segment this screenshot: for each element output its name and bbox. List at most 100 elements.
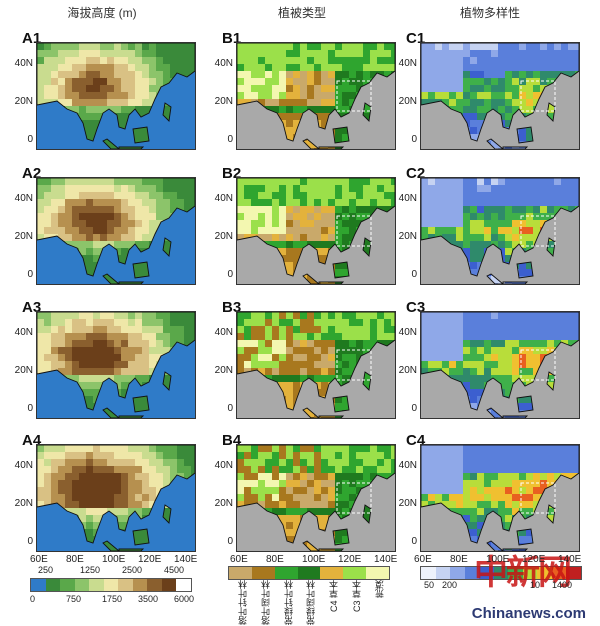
grid-cell <box>547 57 555 65</box>
grid-cell <box>456 220 464 228</box>
coastline <box>318 146 345 149</box>
grid-cell <box>51 354 59 362</box>
grid-cell <box>244 213 252 221</box>
grid-cell <box>491 501 499 509</box>
grid-cell <box>477 354 485 362</box>
grid-cell <box>121 113 129 121</box>
grid-cell <box>547 248 555 256</box>
grid-cell <box>321 148 329 149</box>
grid-cell <box>512 487 520 495</box>
grid-cell <box>428 354 436 362</box>
grid-cell <box>342 459 350 467</box>
grid-cell <box>286 389 294 397</box>
grid-cell <box>384 64 392 72</box>
grid-cell <box>470 262 478 270</box>
grid-cell <box>491 71 499 79</box>
grid-cell <box>86 106 94 114</box>
grid-cell <box>251 361 259 369</box>
grid-cell <box>307 199 315 207</box>
grid-cell <box>65 57 73 65</box>
grid-cell <box>526 227 534 235</box>
grid-cell <box>377 466 385 474</box>
grid-cell <box>279 248 287 256</box>
grid-cell <box>498 480 506 488</box>
grid-cell <box>107 326 115 334</box>
grid-cell <box>128 85 136 93</box>
grid-cell <box>377 192 385 200</box>
grid-cell <box>335 333 343 341</box>
grid-cell <box>421 43 429 51</box>
grid-cell <box>421 99 429 107</box>
grid-cell <box>114 199 122 207</box>
grid-cell <box>251 50 259 58</box>
grid-cell <box>128 148 136 149</box>
grid-cell <box>512 234 520 242</box>
grid-cell <box>519 501 527 509</box>
grid-cell <box>128 452 136 460</box>
grid-cell <box>58 213 66 221</box>
grid-cell <box>44 312 52 320</box>
grid-cell <box>456 227 464 235</box>
grid-cell <box>449 340 457 348</box>
grid-cell <box>293 459 301 467</box>
grid-cell <box>37 361 45 369</box>
grid-cell <box>79 192 87 200</box>
grid-cell <box>314 220 322 228</box>
grid-cell <box>335 262 343 270</box>
grid-cell <box>121 375 129 383</box>
grid-cell <box>526 262 534 270</box>
grid-cell <box>349 227 357 235</box>
grid-cell <box>526 312 534 320</box>
grid-cell <box>163 64 171 72</box>
grid-cell <box>470 319 478 327</box>
grid-cell <box>377 312 385 320</box>
grid-cell <box>149 459 157 467</box>
grid-cell <box>244 43 252 51</box>
grid-cell <box>79 494 87 502</box>
grid-cell <box>265 319 273 327</box>
diversity-swatch <box>464 567 480 579</box>
grid-cell <box>463 508 471 516</box>
grid-cell <box>79 466 87 474</box>
grid-cell <box>149 220 157 228</box>
lat-tick: 20N <box>14 365 33 376</box>
grid-cell <box>300 64 308 72</box>
grid-cell <box>300 508 308 516</box>
grid-cell <box>463 333 471 341</box>
map-panel-c3 <box>420 311 580 419</box>
lat-tick: 0 <box>411 536 417 547</box>
grid-cell <box>377 333 385 341</box>
grid-cell <box>93 178 101 186</box>
grid-cell <box>114 213 122 221</box>
grid-cell <box>65 501 73 509</box>
vegetation-label: C3 草本 <box>352 580 362 613</box>
grid-cell <box>251 57 259 65</box>
grid-cell <box>491 459 499 467</box>
grid-cell <box>135 501 143 509</box>
grid-cell <box>470 389 478 397</box>
grid-cell <box>244 50 252 58</box>
grid-cell <box>258 185 266 193</box>
grid-cell <box>107 466 115 474</box>
grid-cell <box>519 319 527 327</box>
grid-cell <box>244 480 252 488</box>
grid-cell <box>470 85 478 93</box>
grid-cell <box>342 106 350 114</box>
grid-cell <box>79 508 87 516</box>
grid-cell <box>100 368 108 376</box>
grid-cell <box>568 445 576 453</box>
grid-cell <box>554 473 562 481</box>
grid-cell <box>328 220 336 228</box>
grid-cell <box>51 227 59 235</box>
grid-cell <box>135 550 143 551</box>
grid-cell <box>100 494 108 502</box>
grid-cell <box>163 312 171 320</box>
grid-cell <box>512 99 520 107</box>
grid-cell <box>519 199 527 207</box>
grid-cell <box>533 64 541 72</box>
grid-cell <box>37 50 45 58</box>
grid-cell <box>286 361 294 369</box>
grid-cell <box>470 92 478 100</box>
lon-tick: 140E <box>174 554 198 565</box>
grid-cell <box>65 206 73 214</box>
